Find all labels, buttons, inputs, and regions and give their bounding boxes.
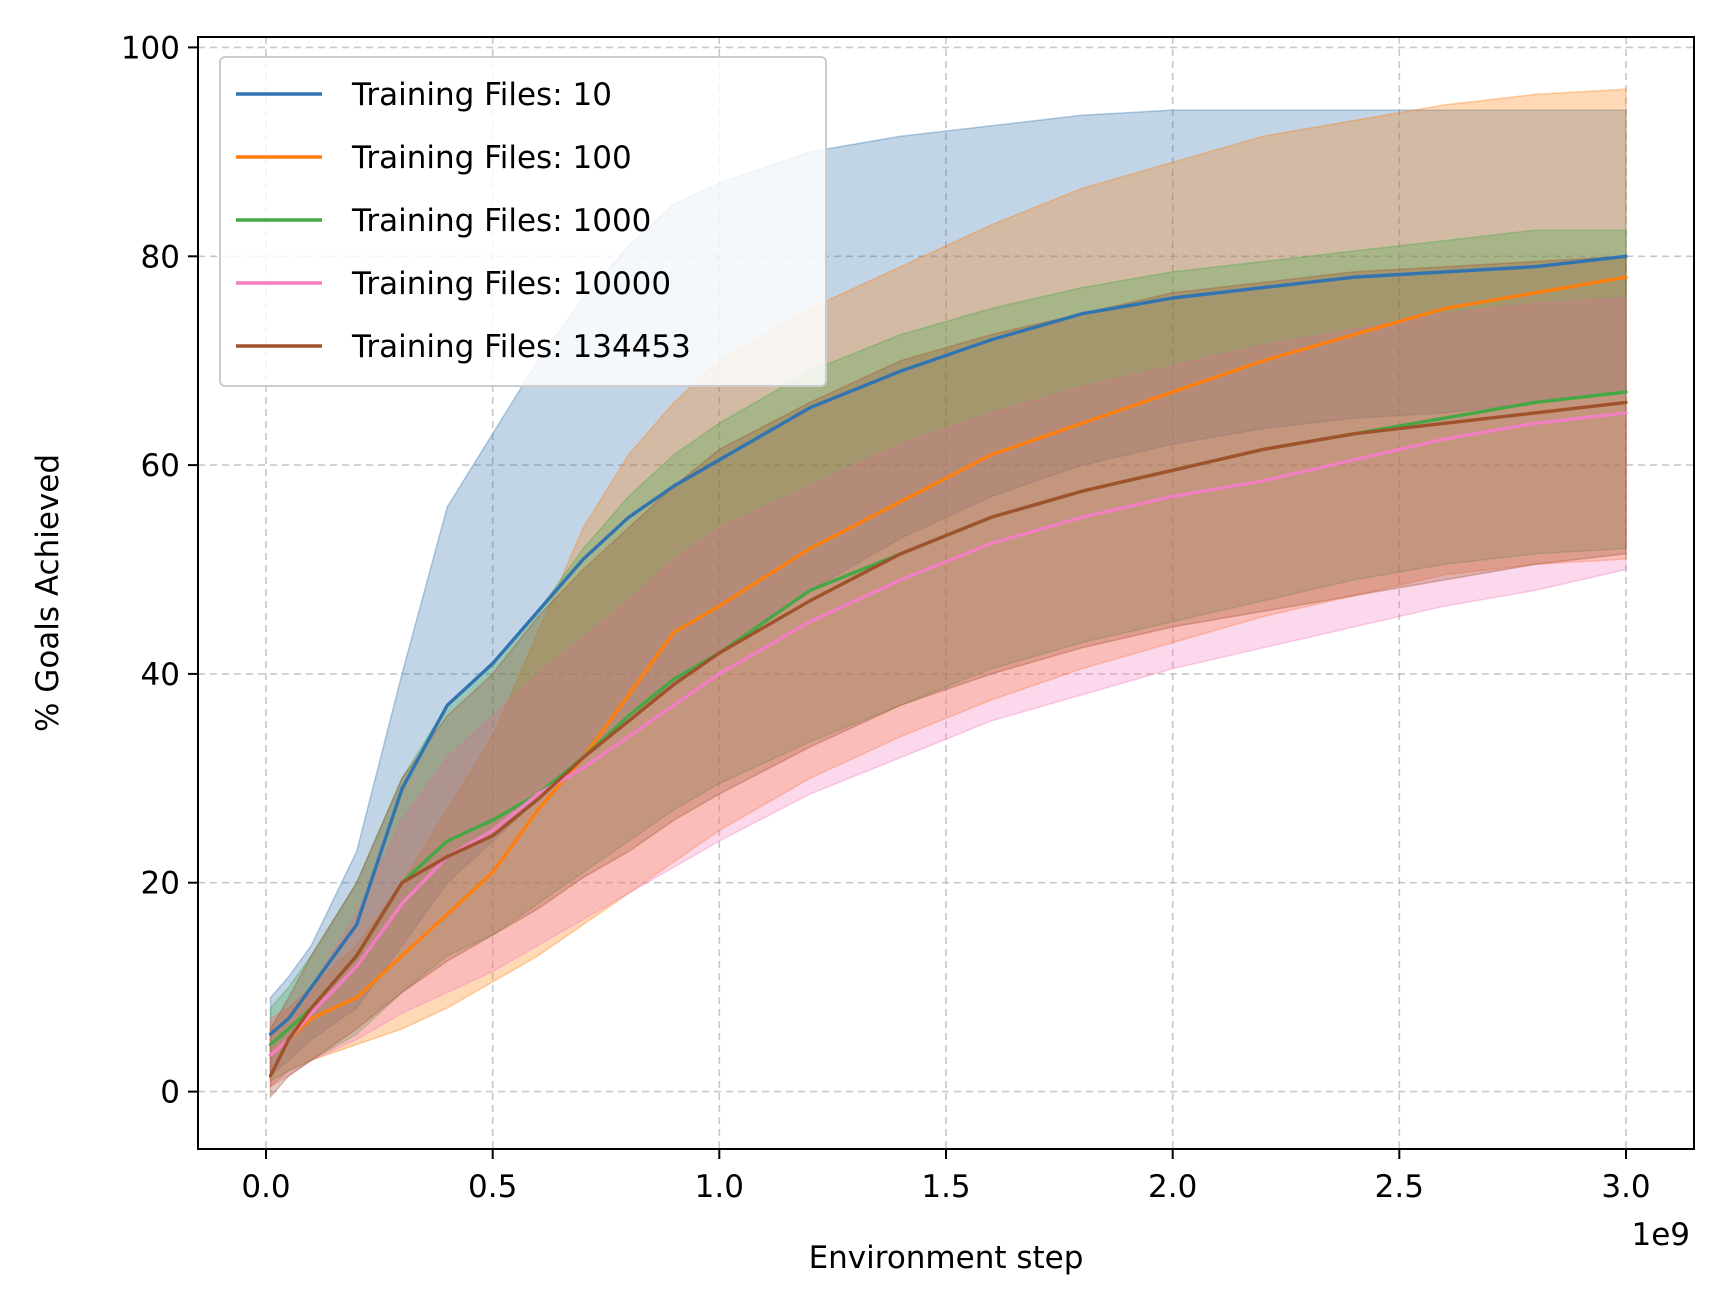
y-axis-label: % Goals Achieved (30, 454, 66, 732)
legend-label-3: Training Files: 1000 (351, 203, 651, 239)
x-axis-offset-text: 1e9 (1631, 1217, 1690, 1253)
y-tick-label: 80 (141, 239, 180, 275)
band-series-4 (269, 297, 1627, 1088)
x-tick-label: 3.0 (1601, 1169, 1650, 1205)
band-series-5 (269, 255, 1627, 1099)
line-series-1 (268, 254, 1628, 1036)
x-axis-label: Environment step (809, 1240, 1084, 1276)
legend-items: Training Files: 10 Training Files: 100 Tra… (236, 77, 691, 365)
legend: Training Files: 10 Training Files: 100 Tra… (219, 56, 827, 387)
series-lines (268, 254, 1628, 1078)
y-tick-label: 100 (121, 30, 180, 66)
legend-label-2: Training Files: 100 (351, 140, 632, 176)
y-tick-label: 60 (141, 448, 180, 484)
x-tick-label: 1.5 (921, 1169, 970, 1205)
legend-label-4: Training Files: 10000 (351, 266, 671, 302)
band-series-3 (269, 229, 1627, 1083)
y-tick-label: 40 (141, 657, 180, 693)
y-tick-label: 20 (141, 866, 180, 902)
band-series-2 (269, 88, 1627, 1089)
legend-box (219, 56, 827, 387)
line-series-2 (268, 275, 1628, 1057)
axis-ticks: 0.0 0.5 1.0 1.5 2.0 2.5 3.0 0 20 40 60 80 100 (121, 30, 1651, 1205)
y-tick-label: 0 (160, 1075, 180, 1111)
x-tick-label: 0.0 (241, 1169, 290, 1205)
line-series-4 (268, 411, 1628, 1057)
x-tick-label: 0.5 (468, 1169, 517, 1205)
x-tick-label: 2.0 (1148, 1169, 1197, 1205)
line-series-5 (268, 400, 1628, 1078)
legend-label-1: Training Files: 10 (351, 77, 612, 113)
x-tick-label: 2.5 (1375, 1169, 1424, 1205)
x-tick-label: 1.0 (695, 1169, 744, 1205)
legend-label-5: Training Files: 134453 (351, 329, 691, 365)
